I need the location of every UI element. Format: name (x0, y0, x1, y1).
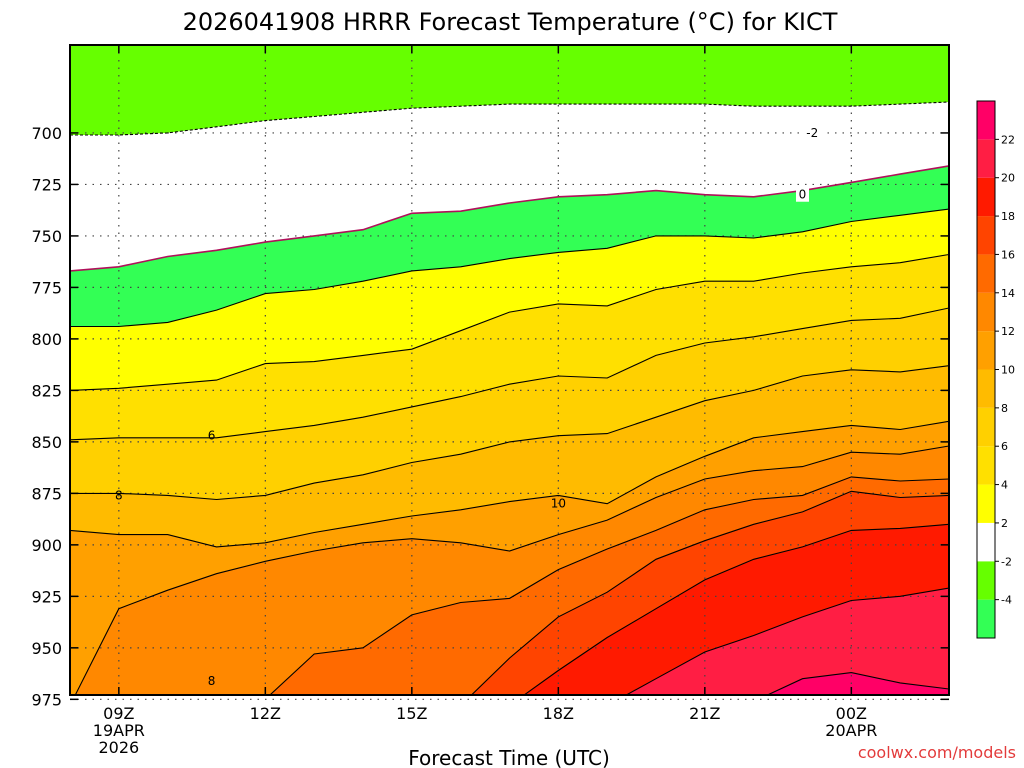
y-axis: 700 725 750 775 800 825 850 875 900 925 950 975 (31, 124, 949, 709)
fill-band-20 (626, 588, 949, 695)
colorbar-segment (977, 292, 995, 332)
colorbar-segment (977, 407, 995, 447)
isotherm-20 (625, 587, 949, 695)
fill-band-22 (767, 672, 949, 695)
isotherm-16 (470, 490, 949, 695)
y-tick-label: 775 (31, 278, 62, 297)
colorbar-tick-label: 6 (1001, 440, 1008, 453)
x-tick-label: 12Z (250, 704, 281, 723)
y-tick-label: 825 (31, 381, 62, 400)
colorbar-segment (977, 561, 995, 600)
isotherm-6 (70, 307, 949, 441)
isotherm--2 (70, 101, 949, 136)
colorbar-tick-label: 20 (1001, 172, 1015, 185)
contour-label: 0 (799, 188, 807, 202)
colorbar-tick-label: 16 (1001, 248, 1015, 261)
colorbar-segment (977, 599, 995, 638)
y-tick-label: 975 (31, 690, 62, 709)
credit-text: coolwx.com/models (858, 743, 1016, 762)
temperature-fills (70, 45, 949, 695)
colorbar-segment (977, 101, 995, 140)
y-tick-label: 850 (31, 433, 62, 452)
contour-label: 10 (551, 497, 566, 511)
x-tick-label: 21Z (689, 704, 720, 723)
isotherm-8 (70, 365, 949, 501)
chart-title: 2026041908 HRRR Forecast Temperature (°C… (183, 8, 838, 36)
colorbar-segment (977, 216, 995, 255)
colorbar-segment (977, 484, 995, 523)
isotherm-18 (523, 523, 949, 695)
y-tick-label: 800 (31, 330, 62, 349)
isotherm-10 (70, 420, 949, 548)
colorbar-segment (977, 522, 995, 562)
x-tick-label: 09Z (103, 704, 134, 723)
colorbar-tick-label: 10 (1001, 364, 1015, 377)
colorbar-tick-label: -4 (1001, 594, 1012, 607)
contour-label-bg (802, 125, 823, 140)
isotherm-14 (269, 476, 949, 695)
colorbar-tick-label: 14 (1001, 287, 1015, 300)
y-tick-label: 750 (31, 227, 62, 246)
isotherm-22 (766, 672, 949, 695)
x-tick-label: 00Z (836, 704, 867, 723)
colorbar-segment (977, 331, 995, 370)
contour-label: -2 (806, 126, 818, 140)
y-tick-label: 700 (31, 124, 62, 143)
colorbar-segment (977, 369, 995, 408)
colorbar-segment (977, 177, 995, 217)
isotherm-2 (70, 208, 949, 328)
y-tick-label: 900 (31, 536, 62, 555)
colorbar-segment (977, 254, 995, 293)
colorbar-segment (977, 139, 995, 178)
colorbar-tick-label: 2 (1001, 517, 1008, 530)
y-tick-label: 950 (31, 639, 62, 658)
colorbar-tick-label: 12 (1001, 325, 1015, 338)
x-axis-label: Forecast Time (UTC) (408, 746, 610, 768)
colorbar: -4 -2 2 4 6 8 10 12 14 16 18 20 22 (976, 100, 1015, 639)
x-tick-label: 20APR (825, 721, 877, 740)
x-tick-label: 15Z (396, 704, 427, 723)
colorbar-tick-label: -2 (1001, 555, 1012, 568)
contour-label: 6 (208, 429, 216, 443)
contour-labels: -2 0 6 8 10 8 (115, 125, 823, 688)
contour-label: 8 (115, 488, 123, 502)
plot-frame (69, 44, 950, 696)
colorbar-tick-label: 8 (1001, 402, 1008, 415)
colorbar-tick-label: 18 (1001, 210, 1015, 223)
contour-label-bg (796, 187, 809, 202)
contour-label: 8 (208, 674, 216, 688)
colorbar-segment (977, 446, 995, 485)
isotherm-4 (70, 253, 949, 391)
colorbar-tick-label: 4 (1001, 479, 1008, 492)
x-tick-label: 19APR (93, 721, 145, 740)
x-tick-label: 18Z (543, 704, 574, 723)
x-tick-label: 2026 (98, 738, 139, 757)
y-tick-label: 925 (31, 587, 62, 606)
y-tick-label: 875 (31, 484, 62, 503)
colorbar-tick-label: 22 (1001, 133, 1015, 146)
isotherm-12 (74, 445, 949, 695)
y-tick-label: 725 (31, 175, 62, 194)
